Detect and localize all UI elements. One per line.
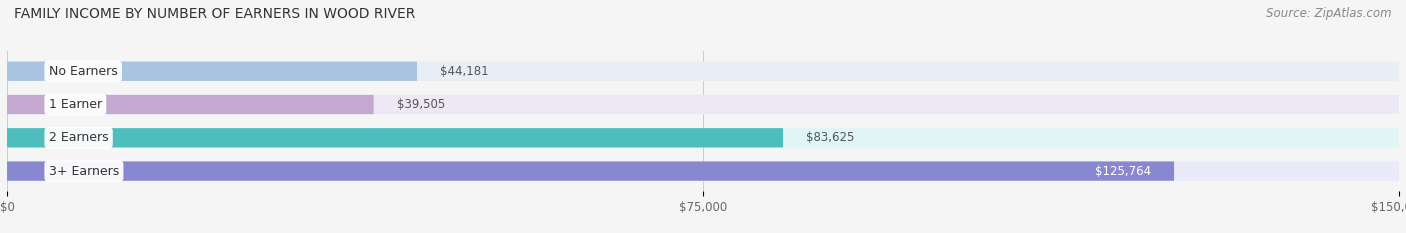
FancyBboxPatch shape — [7, 128, 1399, 147]
Text: $125,764: $125,764 — [1095, 164, 1152, 178]
FancyBboxPatch shape — [7, 62, 1399, 81]
Text: No Earners: No Earners — [49, 65, 118, 78]
FancyBboxPatch shape — [7, 95, 374, 114]
Text: 2 Earners: 2 Earners — [49, 131, 108, 144]
FancyBboxPatch shape — [7, 161, 1174, 181]
FancyBboxPatch shape — [7, 161, 1399, 181]
FancyBboxPatch shape — [7, 95, 1399, 114]
Text: 1 Earner: 1 Earner — [49, 98, 101, 111]
Text: $44,181: $44,181 — [440, 65, 489, 78]
Text: $83,625: $83,625 — [806, 131, 855, 144]
FancyBboxPatch shape — [7, 62, 418, 81]
Text: Source: ZipAtlas.com: Source: ZipAtlas.com — [1267, 7, 1392, 20]
Text: FAMILY INCOME BY NUMBER OF EARNERS IN WOOD RIVER: FAMILY INCOME BY NUMBER OF EARNERS IN WO… — [14, 7, 415, 21]
Text: 3+ Earners: 3+ Earners — [49, 164, 120, 178]
Text: $39,505: $39,505 — [396, 98, 446, 111]
FancyBboxPatch shape — [7, 128, 783, 147]
